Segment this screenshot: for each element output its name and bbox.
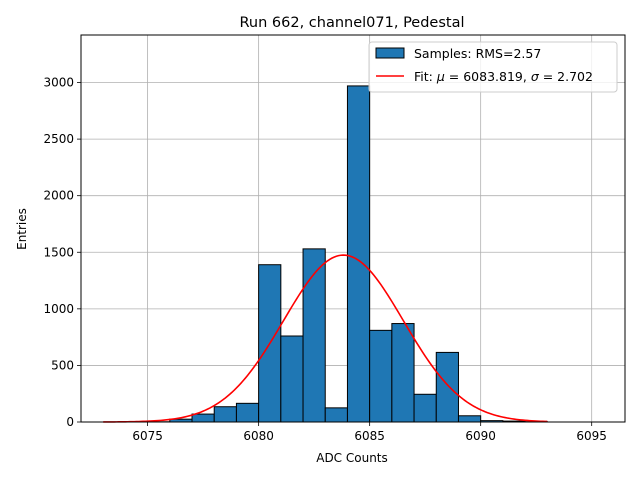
histogram-bar bbox=[213, 406, 237, 423]
histogram-bar bbox=[280, 335, 304, 423]
plot-frame bbox=[80, 34, 626, 423]
y-tick-label: 500 bbox=[51, 358, 74, 372]
histogram-bar bbox=[235, 402, 260, 423]
legend-fit-mu-value: = 6083.819, bbox=[445, 69, 531, 84]
legend-box bbox=[368, 41, 618, 93]
y-tick-label: 2500 bbox=[43, 132, 74, 146]
x-tick-label: 6095 bbox=[576, 429, 607, 443]
fit-curve bbox=[103, 254, 548, 423]
x-axis-label: ADC Counts bbox=[316, 451, 388, 465]
histogram-bar bbox=[457, 415, 482, 423]
x-tick-label: 6075 bbox=[132, 429, 163, 443]
chart-title: Run 662, channel071, Pedestal bbox=[239, 15, 464, 31]
legend-fit-sigma-symbol: σ bbox=[531, 69, 540, 84]
y-tick-label: 3000 bbox=[43, 76, 74, 90]
legend-fit-label: Fit: μ = 6083.819, σ = 2.702 bbox=[414, 69, 593, 84]
legend-fit-prefix: Fit: bbox=[414, 69, 437, 84]
x-axis-ticks: 6075 6080 6085 6090 6095 bbox=[132, 422, 607, 443]
x-tick-label: 6085 bbox=[354, 429, 385, 443]
y-tick-label: 1000 bbox=[43, 302, 74, 316]
y-axis-ticks: 0 500 1000 1500 2000 2500 3000 bbox=[43, 76, 81, 429]
histogram-bar bbox=[435, 351, 459, 423]
histogram-bar bbox=[346, 85, 371, 423]
legend-samples-label: Samples: RMS=2.57 bbox=[414, 46, 541, 61]
y-tick-label: 1500 bbox=[43, 245, 74, 259]
x-tick-label: 6090 bbox=[465, 429, 496, 443]
legend: Samples: RMS=2.57 Fit: μ = 6083.819, σ =… bbox=[368, 41, 618, 93]
y-tick-label: 0 bbox=[66, 415, 74, 429]
histogram-bar bbox=[369, 329, 393, 423]
histogram-bar bbox=[191, 413, 215, 423]
legend-fit-mu-symbol: μ bbox=[436, 69, 445, 84]
y-tick-label: 2000 bbox=[43, 189, 74, 203]
legend-samples-swatch bbox=[375, 47, 405, 59]
x-tick-label: 6080 bbox=[243, 429, 274, 443]
histogram-bar bbox=[324, 407, 348, 423]
y-axis-label: Entries bbox=[15, 208, 29, 250]
histogram-bar bbox=[391, 323, 415, 423]
legend-fit-sigma-value: = 2.702 bbox=[539, 69, 593, 84]
histogram-bar bbox=[413, 393, 437, 423]
